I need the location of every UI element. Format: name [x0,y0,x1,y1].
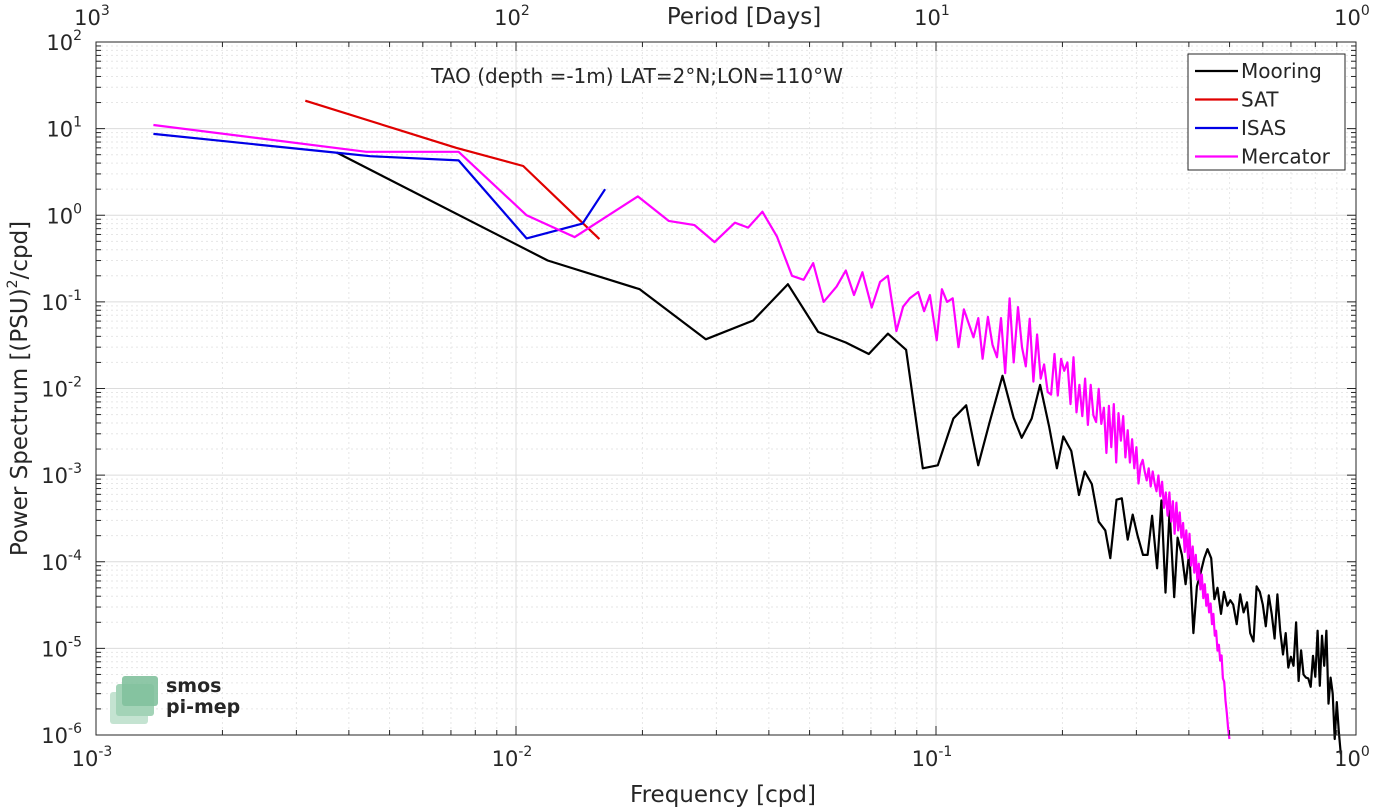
series-layer [153,99,1342,755]
x-tick-label-exponent: -2 [518,744,532,760]
x-tick-label: 100 [1334,744,1370,771]
legend-box [1187,53,1346,171]
legend-label-mooring: Mooring [1241,59,1322,83]
y-tick-label-exponent: -6 [68,721,82,737]
x-tick-label-base: 10 [1334,747,1361,771]
y-tick-label-base: 10 [41,637,68,661]
series-line-isas [153,132,607,240]
y-tick-label-exponent: -3 [68,461,82,477]
top-tick-label-base: 10 [74,6,101,30]
top-tick-label: 100 [1334,3,1370,30]
logo-text-smos: smos [166,675,221,697]
y-tick-label-base: 10 [41,464,68,488]
legend-label-isas: ISAS [1241,116,1286,140]
y-tick-label-base: 10 [41,551,68,575]
x-tick-label-exponent: -3 [98,744,112,760]
y-tick-label: 100 [46,201,82,228]
y-tick-label-base: 10 [41,378,68,402]
top-tick-label-base: 10 [1334,6,1361,30]
top-tick-label-exponent: 1 [941,3,950,19]
y-tick-label-base: 10 [41,724,68,748]
top-axis-label: Period [Days] [667,4,821,30]
y-tick-label-exponent: 2 [73,28,82,44]
y-tick-label-base: 10 [41,291,68,315]
x-tick-label-base: 10 [492,747,519,771]
top-tick-label: 101 [914,3,950,30]
legend: Mooring SAT ISAS Mercator [1187,53,1346,171]
y-axis-label-tail: /cpd] [7,221,33,280]
legend-label-mercator: Mercator [1241,145,1331,169]
series-line-mercator [153,123,1231,740]
y-tick-label: 10-3 [41,461,82,488]
x-tick-label-base: 10 [72,747,99,771]
top-tick-label-exponent: 0 [1361,3,1370,19]
y-tick-label: 10-4 [41,548,82,575]
series-line-sat [304,99,601,240]
tick-marks [95,41,1357,736]
y-tick-label-exponent: -2 [68,375,82,391]
top-tick-label-exponent: 3 [101,3,110,19]
y-tick-label: 10-5 [41,634,82,661]
x-tick-label-exponent: -1 [938,744,952,760]
y-tick-label-exponent: 0 [73,201,82,217]
y-axis-label-superscript: 2 [5,279,21,288]
y-tick-label: 10-6 [41,721,82,748]
y-tick-label-exponent: -4 [68,548,82,564]
y-axis-label: Power Spectrum [(PSU)2/cpd] [5,221,33,556]
logo-mark-front [122,676,158,706]
top-tick-label-base: 10 [914,6,941,30]
x-tick-label: 10-3 [72,744,113,771]
top-tick-label-base: 10 [494,6,521,30]
y-tick-label-exponent: -5 [68,634,82,650]
top-tick-label-exponent: 2 [521,3,530,19]
y-tick-label: 10-1 [41,288,82,315]
y-tick-label: 10-2 [41,375,82,402]
x-tick-label: 10-1 [912,744,953,771]
y-tick-label-base: 10 [46,31,73,55]
x-axis-label: Frequency [cpd] [630,782,816,808]
x-tick-label-base: 10 [912,747,939,771]
top-tick-label: 103 [74,3,110,30]
y-tick-label-exponent: -1 [68,288,82,304]
series-line-mooring [336,151,1342,755]
x-tick-label-exponent: 0 [1361,744,1370,760]
y-tick-label-base: 10 [46,204,73,228]
tick-labels: 10-3 10-2 10-1 10010210110010-110-210-310-4… [41,3,1370,771]
y-tick-label: 102 [46,28,82,55]
top-tick-label: 102 [494,3,530,30]
y-axis-label-main: Power Spectrum [(PSU) [7,288,33,556]
y-tick-label-base: 10 [46,118,73,142]
y-tick-label: 101 [46,115,82,142]
legend-label-sat: SAT [1241,88,1279,112]
chart-title: TAO (depth =-1m) LAT=2°N;LON=110°W [430,64,843,88]
y-tick-label-exponent: 1 [73,115,82,131]
x-tick-label: 10-2 [492,744,533,771]
logo-text-pimep: pi-mep [166,696,240,718]
smos-pimep-logo: smos pi-mep [110,675,240,724]
